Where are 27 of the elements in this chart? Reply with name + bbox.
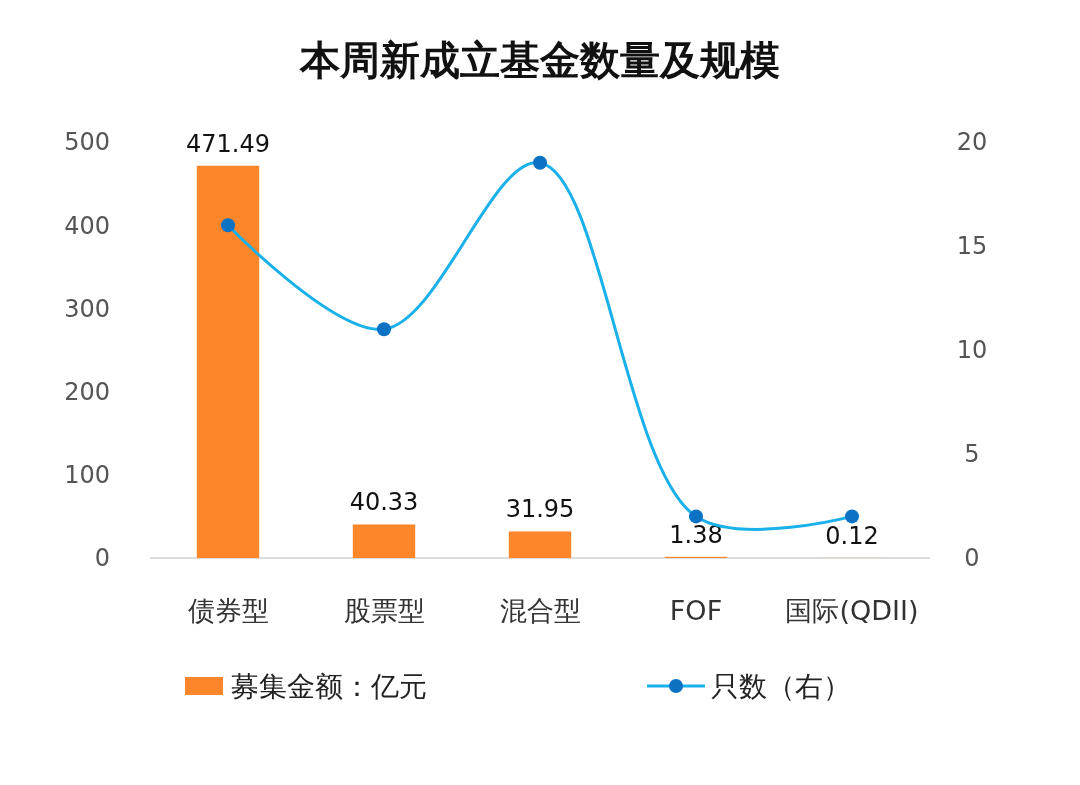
y-tick-label: 0 [94, 544, 110, 573]
y-tick-label: 200 [64, 378, 110, 406]
y2-tick-label: 0 [964, 544, 980, 573]
bar [352, 524, 416, 558]
legend-label: 募集金额：亿元 [231, 670, 427, 703]
data-label: 40.33 [349, 488, 419, 517]
x-tick-label: 股票型 [343, 595, 425, 626]
legend-label: 只数（右） [711, 670, 851, 703]
data-label: 1.38 [669, 520, 723, 549]
x-tick-label: 债券型 [187, 595, 269, 626]
y-tick-label: 100 [64, 461, 110, 490]
data-label: 0.12 [825, 521, 879, 550]
y2-tick-label: 10 [956, 336, 988, 365]
bar [196, 165, 260, 558]
data-label: 471.49 [186, 129, 270, 158]
y2-tick-label: 20 [956, 128, 988, 157]
x-tick-label: FOF [669, 595, 723, 626]
y2-tick-label: 15 [956, 232, 988, 261]
x-tick-label: 混合型 [499, 595, 581, 626]
y2-tick-label: 5 [964, 440, 980, 469]
x-tick-label: 国际(QDII) [785, 595, 919, 626]
y-tick-label: 500 [64, 128, 110, 157]
y-tick-label: 400 [64, 211, 110, 240]
chart-title: 本周新成立基金数量及规模 [299, 37, 780, 83]
data-label: 31.95 [505, 495, 575, 524]
bar [508, 531, 572, 558]
y-tick-label: 300 [64, 294, 110, 323]
